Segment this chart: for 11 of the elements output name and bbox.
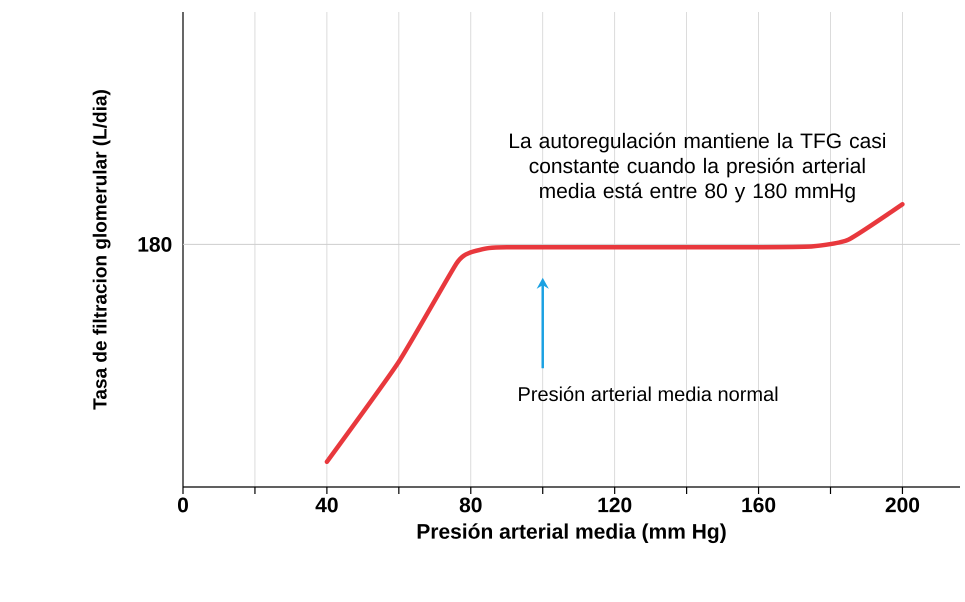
x-tick-label: 120 bbox=[598, 498, 632, 512]
y-axis-title: Tasa de filtracion glomerular (L/dia) bbox=[92, 90, 110, 410]
text: 180 bbox=[138, 236, 172, 252]
annotation: Presión arterial media normal bbox=[519, 386, 778, 402]
x-tick-label: 160 bbox=[742, 498, 776, 512]
text: La autoregulación mantiene la TFG casi constante cuando la presión arterial media está entre 80 y 180 mmHg bbox=[510, 132, 886, 202]
x-tick-label: 40 bbox=[316, 498, 338, 512]
x-tick-label: 0 bbox=[178, 498, 188, 512]
x-tick-label: 80 bbox=[460, 498, 482, 512]
x-axis-title: Presión arterial media (mm Hg) bbox=[418, 523, 726, 544]
x-tick-label: 200 bbox=[886, 498, 920, 512]
